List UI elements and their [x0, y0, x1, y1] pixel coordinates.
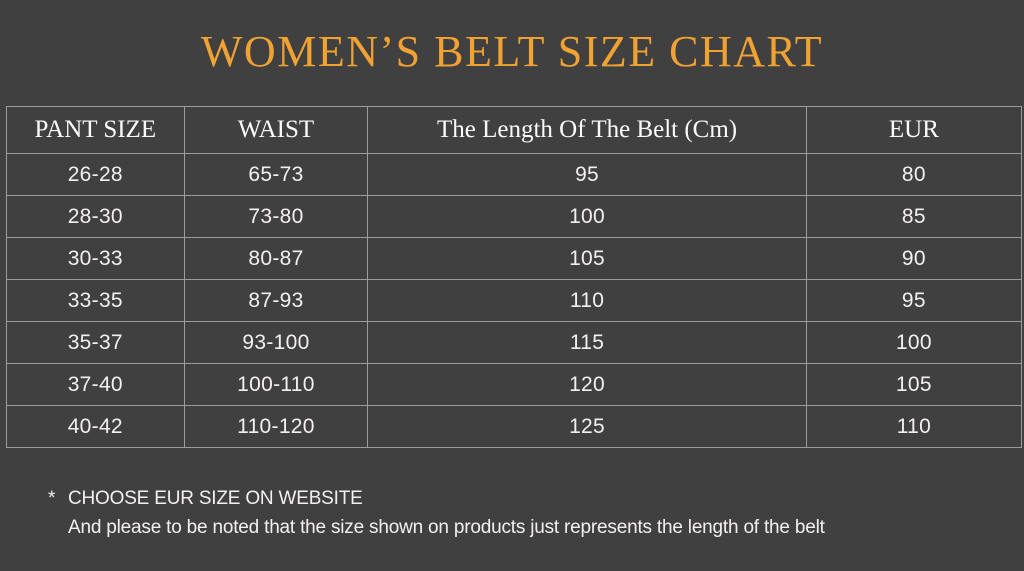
belt-size-table: PANT SIZE WAIST The Length Of The Belt (… [6, 106, 1023, 448]
cell-waist: 93-100 [183, 321, 369, 364]
cell-belt-length: 120 [367, 363, 807, 406]
cell-eur: 80 [805, 153, 1023, 196]
footnote: * CHOOSE EUR SIZE ON WEBSITE And please … [48, 484, 825, 542]
cell-waist: 65-73 [183, 153, 369, 196]
table-row: 37-40 100-110 120 105 [6, 363, 1023, 406]
table-row: 35-37 93-100 115 100 [6, 321, 1023, 364]
header-cell-waist: WAIST [183, 106, 369, 154]
cell-waist: 73-80 [183, 195, 369, 238]
table-row: 28-30 73-80 100 85 [6, 195, 1023, 238]
cell-eur: 85 [805, 195, 1023, 238]
cell-waist: 100-110 [183, 363, 369, 406]
header-cell-belt-length: The Length Of The Belt (Cm) [367, 106, 807, 154]
table-row: 26-28 65-73 95 80 [6, 153, 1023, 196]
table-row: 33-35 87-93 110 95 [6, 279, 1023, 322]
cell-pant-size: 28-30 [6, 195, 185, 238]
cell-eur: 90 [805, 237, 1023, 280]
cell-belt-length: 110 [367, 279, 807, 322]
table-row: 30-33 80-87 105 90 [6, 237, 1023, 280]
table-row: 40-42 110-120 125 110 [6, 405, 1023, 448]
cell-waist: 110-120 [183, 405, 369, 448]
cell-pant-size: 33-35 [6, 279, 185, 322]
cell-belt-length: 105 [367, 237, 807, 280]
cell-belt-length: 125 [367, 405, 807, 448]
cell-belt-length: 115 [367, 321, 807, 364]
header-cell-eur: EUR [805, 106, 1023, 154]
page-title: WOMEN’S BELT SIZE CHART [200, 27, 824, 76]
header-cell-pant-size: PANT SIZE [6, 106, 185, 154]
footnote-line2: And please to be noted that the size sho… [68, 517, 825, 538]
cell-eur: 95 [805, 279, 1023, 322]
cell-eur: 100 [805, 321, 1023, 364]
cell-belt-length: 95 [367, 153, 807, 196]
cell-belt-length: 100 [367, 195, 807, 238]
footnote-line1-text: CHOOSE EUR SIZE ON WEBSITE [68, 488, 363, 509]
cell-waist: 87-93 [183, 279, 369, 322]
cell-pant-size: 37-40 [6, 363, 185, 406]
cell-waist: 80-87 [183, 237, 369, 280]
cell-eur: 105 [805, 363, 1023, 406]
footnote-line1: * CHOOSE EUR SIZE ON WEBSITE [48, 484, 825, 513]
cell-pant-size: 35-37 [6, 321, 185, 364]
table-header-row: PANT SIZE WAIST The Length Of The Belt (… [6, 106, 1023, 154]
cell-pant-size: 40-42 [6, 405, 185, 448]
cell-pant-size: 26-28 [6, 153, 185, 196]
asterisk-marker: * [48, 488, 56, 509]
cell-eur: 110 [805, 405, 1023, 448]
cell-pant-size: 30-33 [6, 237, 185, 280]
